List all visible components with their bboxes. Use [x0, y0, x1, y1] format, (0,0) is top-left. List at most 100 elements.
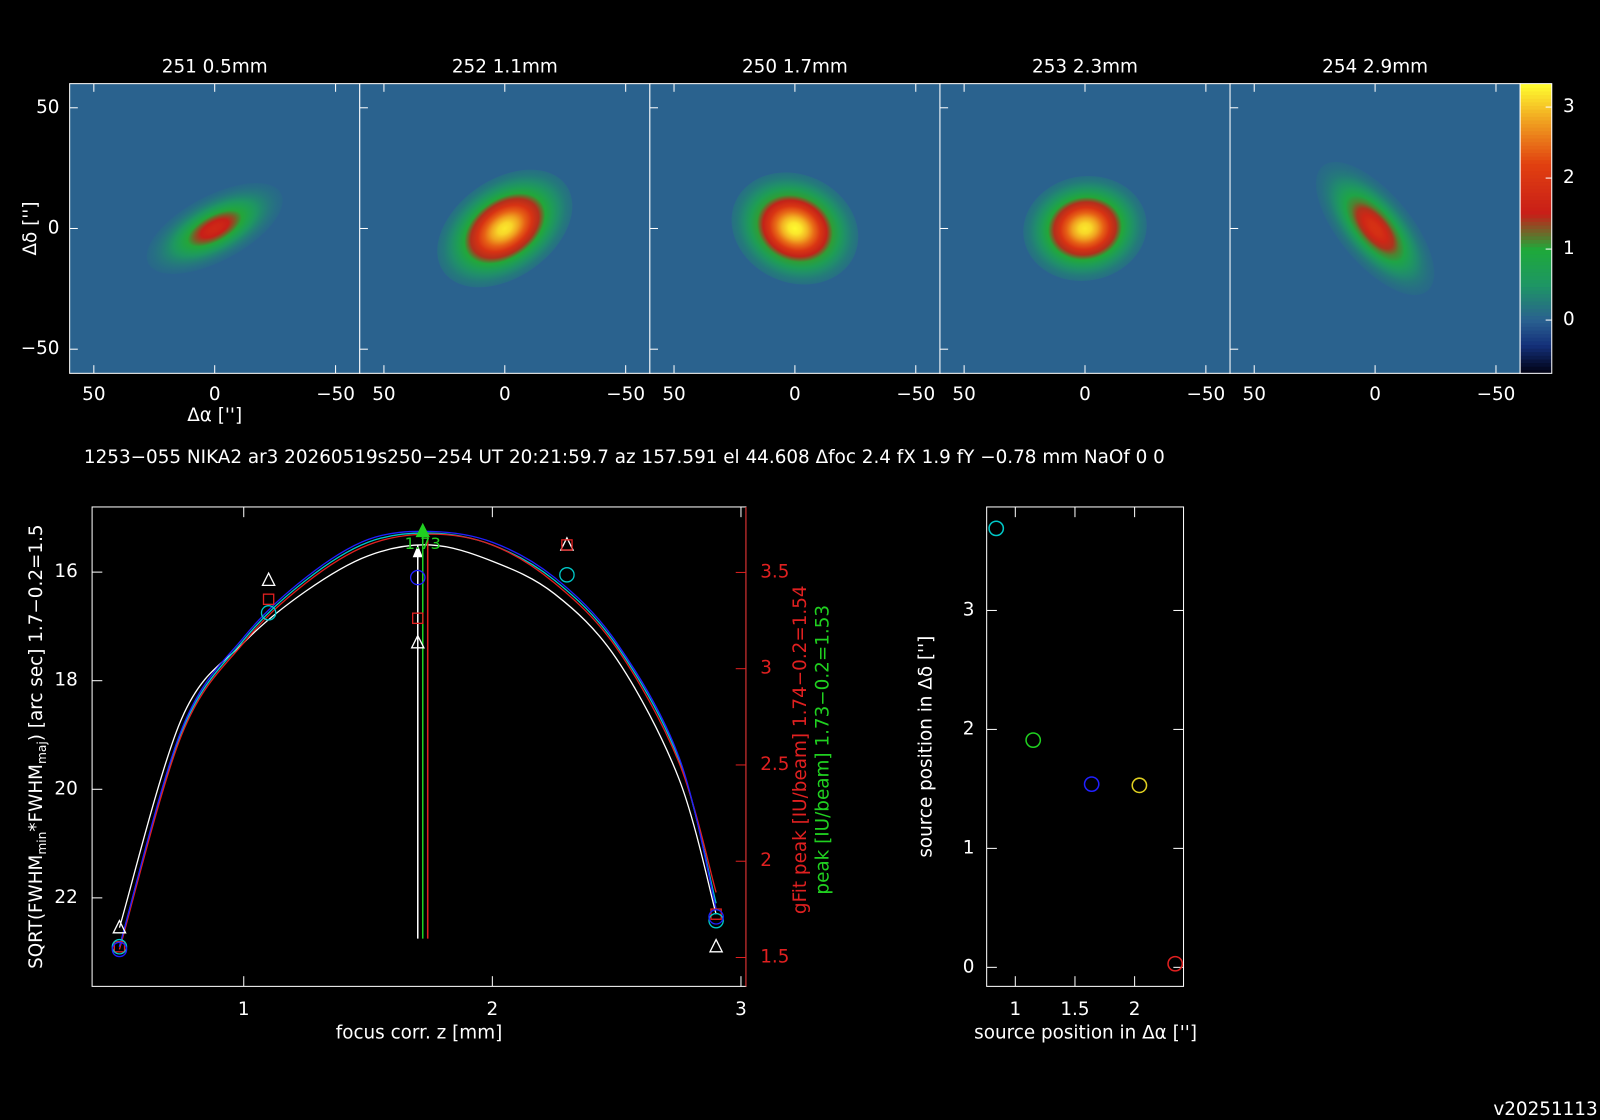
colorbar-cell [1520, 199, 1552, 204]
y2-tick-label: 3.5 [760, 561, 789, 582]
colorbar-cell [1520, 203, 1552, 208]
colorbar-cell [1520, 297, 1552, 302]
map-title: 253 2.3mm [1032, 56, 1138, 77]
colorbar-cell [1520, 105, 1552, 110]
fit-curve [118, 530, 717, 947]
marker [112, 919, 127, 934]
source-blob [146, 182, 283, 275]
colorbar-cell [1520, 315, 1552, 320]
colorbar-cell [1520, 304, 1552, 309]
x-tick-label: −50 [606, 384, 645, 405]
x-tick-label: 0 [499, 384, 511, 405]
colorbar-cell [1520, 214, 1552, 219]
y-tick-label: −50 [21, 338, 60, 359]
colorbar-cell [1520, 101, 1552, 106]
marker [261, 571, 276, 587]
position-marker [1167, 955, 1184, 972]
peak-annotation: 1.73 [405, 534, 441, 553]
colorbar-cell [1520, 174, 1552, 179]
x-tick-label: 0 [789, 384, 801, 405]
position-marker [1025, 732, 1042, 749]
marker [710, 908, 722, 920]
marker [559, 567, 575, 583]
colorbar-cell [1520, 159, 1552, 164]
colorbar-cell [1520, 152, 1552, 157]
marker [111, 941, 128, 958]
y-axis-label: source position in Δδ [''] [915, 636, 936, 858]
colorbar-cell [1520, 112, 1552, 117]
y-axis-label-part: maj [35, 741, 49, 764]
y2-tick-label: 2 [760, 850, 772, 871]
colorbar-cell [1520, 242, 1552, 248]
colorbar-cell [1520, 145, 1552, 150]
marker [113, 940, 126, 953]
y2-tick-label: 3 [760, 658, 772, 679]
colorbar-cell [1520, 279, 1552, 284]
colorbar-cell [1520, 83, 1552, 88]
x-tick-label: 50 [82, 384, 105, 405]
plot-frame [986, 506, 1185, 987]
map-title: 250 1.7mm [742, 56, 848, 77]
fit-curve [118, 532, 717, 947]
colorbar-cell [1520, 351, 1552, 356]
colorbar-cell [1520, 148, 1552, 154]
colorbar-cell [1520, 235, 1552, 240]
colorbar-cell [1520, 127, 1552, 132]
colorbar-cell [1520, 166, 1552, 172]
colorbar-cell [1520, 268, 1552, 273]
colorbar-cell [1520, 326, 1552, 331]
x-axis-label: focus corr. z [mm] [336, 1022, 502, 1043]
colorbar-cell [1520, 337, 1552, 342]
marker [412, 612, 424, 625]
colorbar-cell [1520, 311, 1552, 317]
y-tick-label: 16 [54, 561, 77, 582]
colorbar-cell [1520, 300, 1552, 306]
x-tick-label: 1 [238, 999, 250, 1020]
colorbar-cell [1520, 217, 1552, 222]
colorbar-cell [1520, 366, 1552, 371]
colorbar-cell [1520, 344, 1552, 349]
colorbar-cell [1520, 322, 1552, 327]
colorbar-cell [1520, 195, 1552, 201]
colorbar-cell [1520, 228, 1552, 233]
colorbar-cell [1520, 163, 1552, 168]
colorbar-cell [1520, 210, 1552, 215]
colorbar-cell [1520, 134, 1552, 139]
y-tick-label: 50 [36, 97, 59, 118]
colorbar-cell [1520, 141, 1552, 146]
colorbar-cell [1520, 188, 1552, 193]
info-line: 1253−055 NIKA2 ar3 20260519s250−254 UT 2… [84, 447, 1165, 468]
colorbar-cell [1520, 181, 1552, 186]
colorbar-cell [1520, 319, 1552, 324]
y2-tick-label: 2.5 [760, 754, 789, 775]
version: v20251113 [1493, 1099, 1597, 1120]
colorbar-cell [1520, 177, 1552, 183]
x-tick-label: 2 [1129, 999, 1141, 1020]
y-tick-label: 0 [48, 217, 60, 238]
y-axis-label-part: ) [arc sec] 1.7−0.2=1.5 [26, 524, 47, 741]
y2-axis-label: peak [IU/beam] 1.73−0.2=1.53 [812, 605, 833, 895]
colorbar-cell [1520, 250, 1552, 255]
y-tick-label: 2 [963, 718, 975, 739]
x-tick-label: −50 [896, 384, 935, 405]
colorbar-cell [1520, 290, 1552, 295]
x-tick-label: −50 [1477, 384, 1516, 405]
y-tick-label: 22 [54, 887, 77, 908]
colorbar-cell [1520, 271, 1552, 277]
x-tick-label: 0 [1369, 384, 1381, 405]
position-marker [1083, 776, 1100, 793]
plot-frame [91, 506, 747, 987]
colorbar-cell [1520, 286, 1552, 291]
marker [708, 938, 724, 953]
marker [262, 593, 275, 606]
colorbar-cell [1520, 116, 1552, 121]
colorbar-cell [1520, 90, 1552, 96]
colorbar-cell [1520, 261, 1552, 266]
x-tick-label: 50 [662, 384, 685, 405]
colorbar-cell [1520, 232, 1552, 237]
colorbar-cell [1520, 347, 1552, 353]
y-axis-label: SQRT(FWHMmin*FWHMmaj) [arc sec] 1.7−0.2=… [26, 524, 49, 969]
x-axis-label: Δα [''] [187, 405, 242, 426]
colorbar-cell [1520, 293, 1552, 298]
